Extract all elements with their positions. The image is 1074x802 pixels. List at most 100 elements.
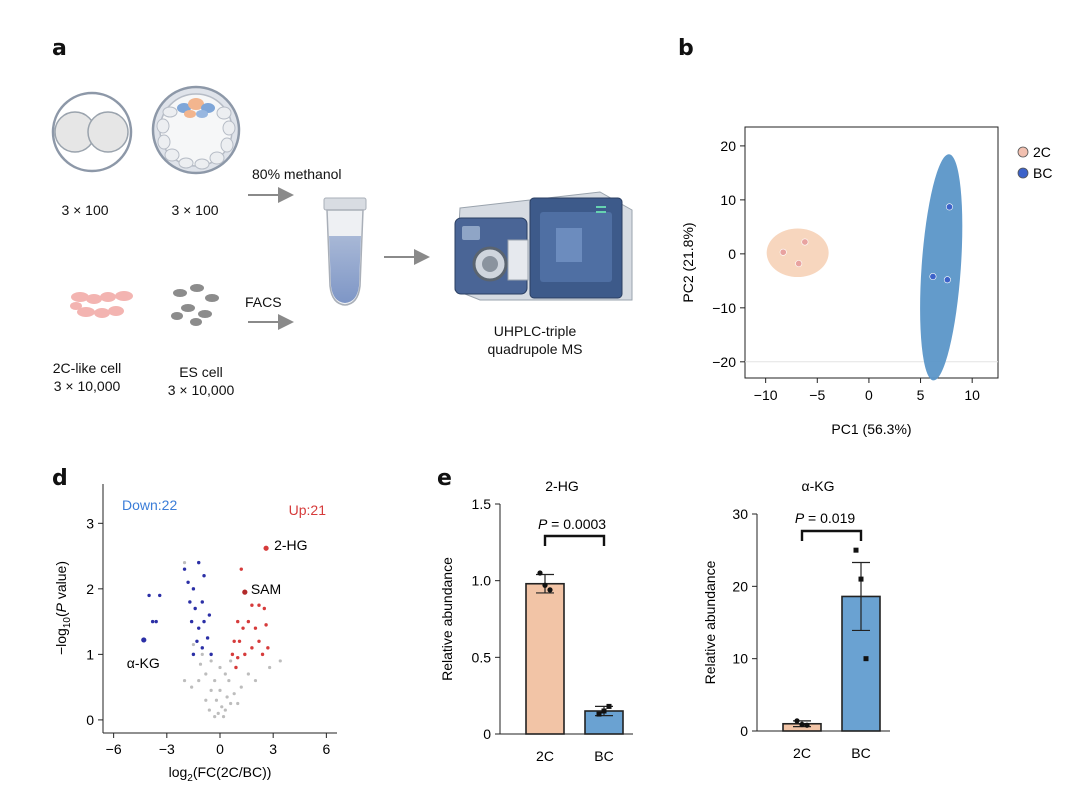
bar-2hg-bar-2C <box>526 584 564 734</box>
pca-legend-label-BC: BC <box>1033 165 1052 181</box>
volcano-point-ns <box>204 672 207 675</box>
pca-point-2C <box>802 239 808 245</box>
bar-akg-point-2C <box>804 723 809 728</box>
volcano-point-down <box>195 640 198 643</box>
bar-akg-point-BC <box>864 656 869 661</box>
volcano-point-down <box>147 594 150 597</box>
volcano-point-down <box>183 567 186 570</box>
volcano-point-ns <box>208 708 211 711</box>
volcano-point-ns <box>213 679 216 682</box>
volcano-label-akg: α-KG <box>127 655 160 671</box>
bar-2hg-y-tick-label: 0.5 <box>472 649 492 665</box>
pca-legend-marker-2C <box>1018 147 1028 157</box>
pca-x-tick-label: −10 <box>754 387 778 403</box>
bar-akg-y-tick-label: 0 <box>740 723 748 739</box>
volcano-y-tick-label: 3 <box>86 515 94 531</box>
volcano-label-2hg: 2-HG <box>274 537 307 553</box>
volcano-point-ns <box>224 708 227 711</box>
bar-akg-point-2C <box>794 718 799 723</box>
volcano-y-tick-label: 2 <box>86 581 94 597</box>
volcano-point-down <box>197 561 200 564</box>
volcano-point-down <box>208 613 211 616</box>
volcano-point-ns <box>215 699 218 702</box>
volcano-point-up <box>254 626 257 629</box>
volcano-point-up <box>232 640 235 643</box>
volcano-point-ns <box>225 695 228 698</box>
bar-akg-point-BC <box>859 577 864 582</box>
volcano-point-ns <box>220 705 223 708</box>
volcano-down-count: Down:22 <box>122 497 177 513</box>
volcano-point-ns <box>229 702 232 705</box>
bar-2hg-title: 2-HG <box>545 478 578 494</box>
volcano-point-ns <box>190 686 193 689</box>
bar-akg-y-tick-label: 10 <box>732 651 748 667</box>
volcano-point-down <box>190 620 193 623</box>
pca-y-tick-label: −20 <box>712 354 736 370</box>
pca-y-tick-label: −10 <box>712 300 736 316</box>
bar-2hg-point-2C <box>547 587 552 592</box>
volcano-point-up <box>263 607 266 610</box>
volcano-point-sam <box>242 590 247 595</box>
bar-2hg-point-BC <box>597 712 602 717</box>
volcano-x-tick-label: 0 <box>216 741 224 757</box>
volcano-point-up <box>238 640 241 643</box>
volcano-point-down <box>201 600 204 603</box>
volcano-point-down <box>193 607 196 610</box>
bar-2hg-x-tick-label-BC: BC <box>594 748 613 764</box>
volcano-point-down <box>158 594 161 597</box>
volcano-point-ns <box>183 561 186 564</box>
bar-2hg-point-2C <box>537 570 542 575</box>
volcano-point-akg <box>141 637 146 642</box>
pca-point-2C <box>780 249 786 255</box>
pca-y-axis-label: PC2 (21.8%) <box>680 222 696 302</box>
pca-ellipse-BC <box>914 153 969 382</box>
volcano-plot: −6 −3 0 3 601232-HGSAMα-KGDown:22 Up:21log2(F… <box>53 484 337 784</box>
bar-akg-y-tick-label: 20 <box>732 578 748 594</box>
volcano-point-ns <box>210 659 213 662</box>
bar-2hg-point-BC <box>602 709 607 714</box>
volcano-point-down <box>201 646 204 649</box>
pca-ellipse-2C <box>767 228 829 277</box>
volcano-x-tick-label: −6 <box>106 741 122 757</box>
volcano-point-ns <box>183 679 186 682</box>
volcano-point-down <box>206 636 209 639</box>
pca-point-BC <box>930 273 936 279</box>
bar-akg-point-2C <box>799 722 804 727</box>
bar-2hg-p-value: P = 0.0003 <box>538 516 606 532</box>
volcano-point-up <box>234 666 237 669</box>
bar-2hg-y-tick-label: 0 <box>483 726 491 742</box>
volcano-point-ns <box>197 679 200 682</box>
volcano-point-ns <box>233 692 236 695</box>
pca-x-tick-label: 0 <box>865 387 873 403</box>
pca-y-tick-label: 0 <box>728 246 736 262</box>
volcano-point-up <box>236 620 239 623</box>
volcano-point-ns <box>204 699 207 702</box>
volcano-point-up <box>240 567 243 570</box>
volcano-point-ns <box>240 686 243 689</box>
pca-x-tick-label: 5 <box>917 387 925 403</box>
volcano-point-ns <box>229 659 232 662</box>
bar-akg-x-tick-label-BC: BC <box>851 745 870 761</box>
volcano-point-up <box>231 653 234 656</box>
pca-x-tick-label: 10 <box>964 387 980 403</box>
volcano-point-ns <box>218 689 221 692</box>
volcano-point-up <box>243 653 246 656</box>
pca-point-2C <box>795 260 801 266</box>
volcano-point-ns <box>247 672 250 675</box>
volcano-point-down <box>209 653 212 656</box>
pca-point-BC <box>946 204 952 210</box>
volcano-x-tick-label: 6 <box>322 741 330 757</box>
volcano-point-ns <box>254 679 257 682</box>
volcano-point-down <box>151 620 154 623</box>
volcano-point-up <box>236 656 239 659</box>
volcano-point-up <box>257 640 260 643</box>
volcano-point-ns <box>217 712 220 715</box>
bar-chart-akg: 0 10 20 30 2C BC α-KG P = 0.019 Relative abundan… <box>702 478 890 761</box>
pca-x-axis-label: PC1 (56.3%) <box>831 421 911 437</box>
pca-plot: −10 −5 0 5 10 −20 −10 0 10 20 PC1 (56.3%) PC2 (21.8… <box>680 127 1052 437</box>
pca-y-tick-label: 10 <box>720 192 736 208</box>
sample-tube-illustration <box>324 198 366 305</box>
volcano-point-down <box>197 626 200 629</box>
bar-akg-y-axis-label: Relative abundance <box>702 560 718 684</box>
volcano-point-ns <box>222 715 225 718</box>
